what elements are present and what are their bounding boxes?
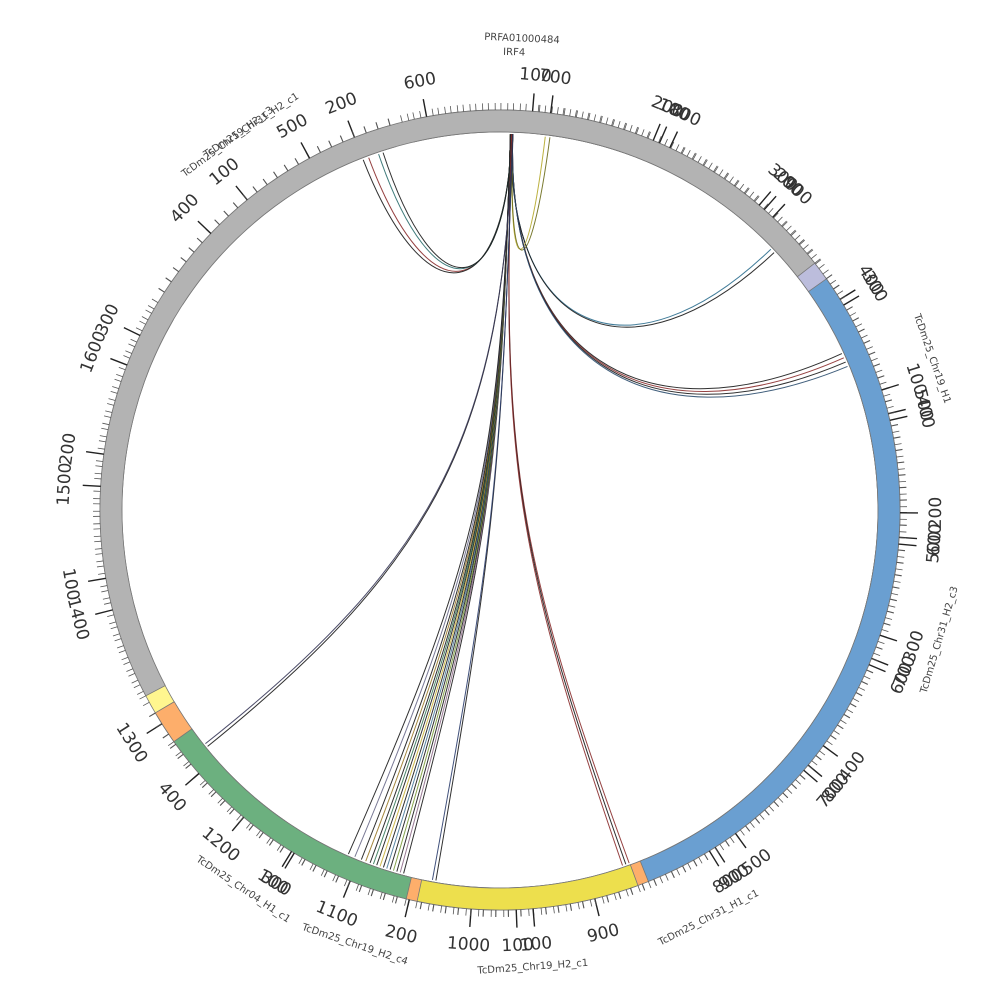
link-layer [205, 134, 848, 881]
tick-label: 600 [924, 523, 946, 557]
tick-label: 100 [519, 933, 553, 956]
link-tcdm25-chr04-h1-c1 [205, 134, 514, 745]
major-tick [88, 577, 106, 583]
major-tick [879, 634, 898, 642]
major-tick [197, 220, 212, 235]
link-tcdm25-chr19-h2-c3 [368, 134, 513, 272]
tick-label: 100 [519, 64, 553, 87]
major-tick [110, 357, 128, 366]
tick-label: 800 [666, 99, 704, 131]
minor-ticks-tcdm25-chr19-h2-c4 [149, 712, 657, 917]
tick-label: 100 [902, 361, 931, 398]
tick-label: 200 [56, 432, 80, 467]
tick-label: 400 [154, 778, 190, 816]
major-tick [843, 295, 860, 306]
major-tick [123, 326, 141, 337]
major-tick [868, 663, 886, 673]
scaffold-label: PRFA01000484 [484, 32, 560, 47]
tick-label: 700 [538, 66, 573, 90]
major-tick [734, 832, 747, 849]
segment-tcdm25-chr31-h2-c3 [639, 278, 901, 882]
segment-layer [99, 109, 901, 911]
tick-label: 600 [402, 69, 438, 95]
major-tick [763, 195, 777, 211]
major-tick [184, 772, 200, 786]
segment-tcdm25-chr31-h2-c1 [99, 109, 816, 697]
tick-label: 200 [323, 89, 361, 119]
major-tick [95, 609, 113, 616]
major-tick [532, 908, 536, 927]
major-tick [758, 191, 772, 206]
major-tick [822, 745, 839, 757]
major-tick [404, 899, 410, 918]
segment-label-tcdm25-chr19-h2-c1: TcDm25_Chr19_H2_c1 [476, 958, 588, 977]
label-layer: 1002003004005006007008009001000110012001… [54, 32, 961, 977]
link-tcdm25-chr31-h1-c1 [365, 134, 511, 862]
major-tick [85, 450, 105, 455]
tick-label: 100 [58, 567, 83, 602]
major-tick [531, 93, 535, 112]
minor-ticks-tcdm25-chr04-h1-c1 [167, 741, 407, 906]
link-tcdm25-chr31-h2-c3 [512, 134, 848, 398]
link-tcdm25-chr31-h2-c1 [511, 134, 546, 250]
link-tcdm25-chr19-h2-c4 [508, 134, 623, 866]
link-tcdm25-chr19-h2-c3 [382, 134, 513, 269]
segment-label-tcdm25-chr31-h1-c1: TcDm25_Chr31_H1_c1 [656, 888, 761, 949]
link-tcdm25-chr19-h2-c1 [435, 134, 514, 881]
link-tcdm25-chr19-h2-c4 [508, 134, 630, 864]
tick-label: 900 [585, 920, 621, 947]
major-tick [281, 851, 293, 868]
tick-label: 300 [92, 301, 124, 339]
tick-label: 200 [383, 921, 419, 948]
tick-label: 500 [273, 110, 311, 143]
minor-ticks-tcdm25-chr31-h2-c3 [648, 274, 907, 889]
major-tick [889, 415, 908, 421]
link-tcdm25-chr31-h1-c1 [347, 134, 511, 855]
major-tick [652, 123, 661, 141]
minor-ticks-tcdm25-chr19-h2-c1 [415, 885, 641, 917]
link-tcdm25-chr19-h2-c3 [362, 134, 513, 274]
major-tick [300, 142, 311, 159]
link-tcdm25-chr19-h1 [511, 134, 772, 326]
link-tcdm25-chr19-h2-c1 [431, 134, 514, 880]
tick-layer [82, 93, 918, 928]
major-tick [881, 383, 899, 391]
tick-label: 100 [501, 935, 534, 956]
link-tcdm25-chr04-h1-c1 [207, 134, 514, 747]
minor-ticks-tcdm25-chr31-h2-c1 [93, 103, 821, 700]
major-tick [708, 850, 720, 867]
tick-label: 200 [926, 497, 946, 530]
tick-label: 300 [899, 628, 928, 665]
major-tick [284, 852, 295, 869]
major-tick [669, 131, 679, 149]
segment-tcdm25-chr19-h2-c1 [416, 864, 639, 911]
major-tick [658, 126, 668, 144]
major-tick [549, 95, 554, 114]
major-tick [422, 98, 428, 117]
major-tick [803, 769, 818, 783]
tick-label: 1500 [54, 462, 77, 506]
major-tick [898, 543, 917, 547]
tick-label: 1300 [111, 719, 151, 766]
major-tick [772, 203, 786, 218]
major-tick [82, 484, 101, 488]
tick-label: 500 [923, 530, 946, 564]
link-tcdm25-chr31-h1-c1 [372, 134, 511, 865]
major-tick [515, 909, 518, 928]
tick-label: 1100 [313, 897, 361, 932]
link-tcdm25-chr19-h1 [511, 134, 775, 328]
link-tcdm25-chr31-h2-c1 [511, 134, 551, 251]
tick-label: 1000 [446, 933, 491, 956]
link-tcdm25-chr19-h2-c3 [378, 134, 513, 270]
link-tcdm25-chr19-h2-c4 [508, 134, 627, 865]
segment-label-irf4: IRF4 [503, 47, 525, 59]
segment-tcdm25-chr04-h1-c1 [173, 728, 412, 900]
tick-label: 1400 [63, 595, 93, 642]
